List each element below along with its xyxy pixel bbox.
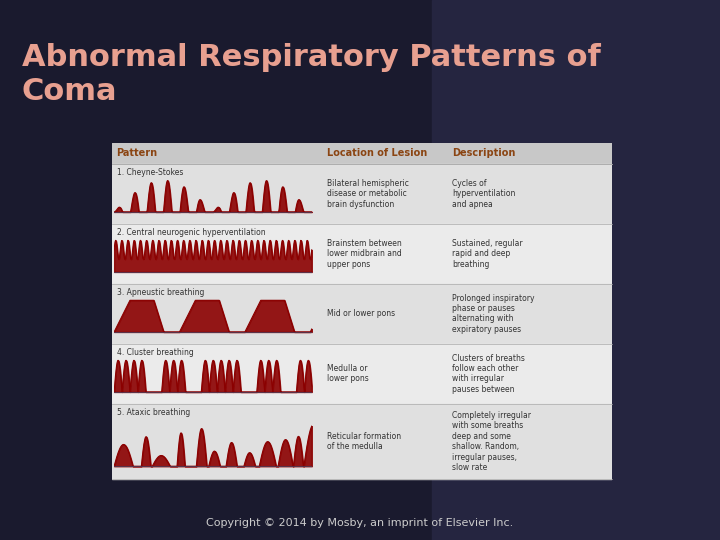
Text: Bilateral hemispheric
disease or metabolic
brain dysfunction: Bilateral hemispheric disease or metabol… — [327, 179, 409, 208]
Text: Pattern: Pattern — [117, 148, 158, 158]
Text: Copyright © 2014 by Mosby, an imprint of Elsevier Inc.: Copyright © 2014 by Mosby, an imprint of… — [207, 518, 513, 528]
Text: Location of Lesion: Location of Lesion — [327, 148, 427, 158]
Text: Clusters of breaths
follow each other
with irregular
pauses between: Clusters of breaths follow each other wi… — [452, 354, 525, 394]
Bar — [112, 164, 612, 224]
Text: Abnormal Respiratory Patterns of
Coma: Abnormal Respiratory Patterns of Coma — [22, 43, 600, 106]
Text: 1. Cheyne-Stokes: 1. Cheyne-Stokes — [117, 168, 183, 177]
Text: Reticular formation
of the medulla: Reticular formation of the medulla — [327, 431, 401, 451]
Text: Completely irregular
with some breaths
deep and some
shallow. Random,
irregular : Completely irregular with some breaths d… — [452, 411, 531, 472]
Text: 2. Central neurogenic hyperventilation: 2. Central neurogenic hyperventilation — [117, 228, 265, 237]
Bar — [112, 224, 612, 284]
Text: Sustained, regular
rapid and deep
breathing: Sustained, regular rapid and deep breath… — [452, 239, 523, 268]
Text: Brainstem between
lower midbrain and
upper pons: Brainstem between lower midbrain and upp… — [327, 239, 402, 268]
Bar — [112, 404, 612, 479]
Text: 5. Ataxic breathing: 5. Ataxic breathing — [117, 408, 190, 417]
Text: 3. Apneustic breathing: 3. Apneustic breathing — [117, 288, 204, 297]
Text: Description: Description — [452, 148, 516, 158]
Text: Mid or lower pons: Mid or lower pons — [327, 309, 395, 318]
Text: Cycles of
hyperventilation
and apnea: Cycles of hyperventilation and apnea — [452, 179, 516, 208]
Text: Prolonged inspiratory
phase or pauses
alternating with
expiratory pauses: Prolonged inspiratory phase or pauses al… — [452, 294, 534, 334]
Text: 4. Cluster breathing: 4. Cluster breathing — [117, 348, 194, 357]
Text: Medulla or
lower pons: Medulla or lower pons — [327, 364, 369, 383]
Bar — [112, 343, 612, 404]
Bar — [112, 284, 612, 343]
Bar — [112, 143, 612, 164]
